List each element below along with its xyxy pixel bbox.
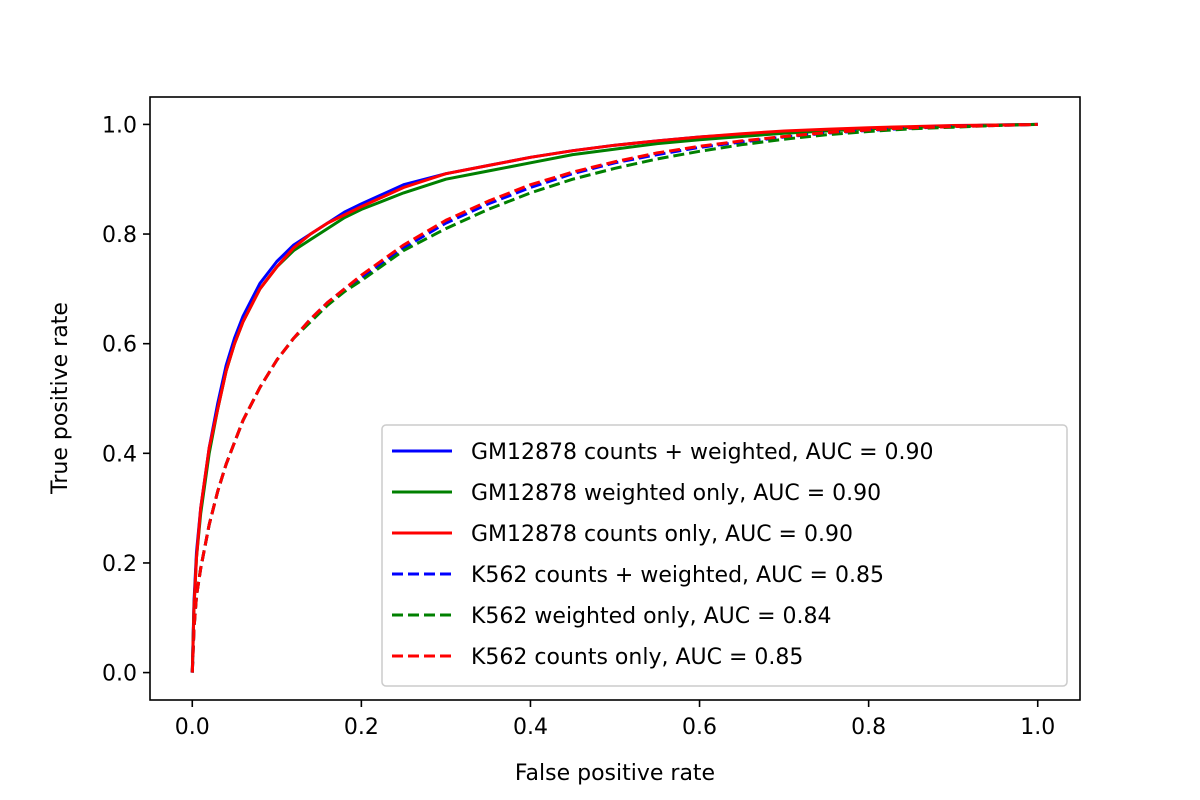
y-tick-label: 0.8 <box>102 223 137 248</box>
legend-label-2: GM12878 weighted only, AUC = 0.90 <box>471 481 881 506</box>
y-axis-label: True positive rate <box>48 302 73 495</box>
y-tick-label: 0.4 <box>102 442 137 467</box>
series-layer <box>190 122 1038 673</box>
y-tick-label: 0.0 <box>102 662 137 687</box>
x-tick-label: 1.0 <box>1020 715 1055 740</box>
legend-label-5: K562 weighted only, AUC = 0.84 <box>471 604 832 629</box>
x-tick-label: 0.6 <box>682 715 717 740</box>
legend-entries: GM12878 counts + weighted, AUC = 0.90 GM1… <box>392 440 934 670</box>
legend-label-6: K562 counts only, AUC = 0.85 <box>471 645 803 670</box>
x-tick-label: 0.2 <box>344 715 379 740</box>
x-axis-label: False positive rate <box>515 761 715 786</box>
legend: GM12878 counts + weighted, AUC = 0.90 GM1… <box>381 424 1068 687</box>
plot-frame <box>149 96 1081 701</box>
x-tick-label: 0.4 <box>513 715 548 740</box>
series-line-5 <box>190 122 1038 673</box>
y-tick-label: 1.0 <box>102 113 137 138</box>
x-tick-label: 0.8 <box>851 715 886 740</box>
y-tick-label: 0.6 <box>102 333 137 358</box>
legend-label-3: GM12878 counts only, AUC = 0.90 <box>471 522 853 547</box>
legend-label-4: K562 counts + weighted, AUC = 0.85 <box>471 563 884 588</box>
y-axis-ticks: 0.0 0.2 0.4 0.6 0.8 1.0 <box>102 113 150 687</box>
y-tick-label: 0.2 <box>102 552 137 577</box>
x-tick-label: 0.0 <box>175 715 210 740</box>
x-axis-ticks: 0.0 0.2 0.4 0.6 0.8 1.0 <box>175 700 1055 740</box>
series-line-6 <box>190 122 1038 673</box>
legend-label-1: GM12878 counts + weighted, AUC = 0.90 <box>471 440 934 465</box>
series-line-3 <box>190 122 1038 673</box>
legend-frame <box>381 424 1068 687</box>
